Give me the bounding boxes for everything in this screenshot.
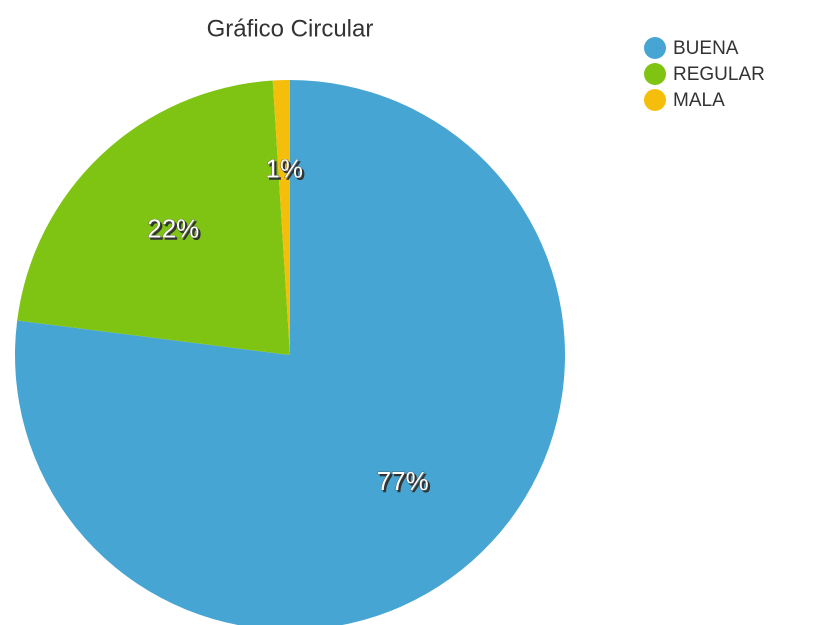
legend-marker bbox=[644, 37, 666, 59]
legend-marker bbox=[644, 89, 666, 111]
legend-label: MALA bbox=[673, 90, 725, 111]
legend-marker bbox=[644, 63, 666, 85]
data-label: 22% bbox=[147, 214, 199, 244]
legend-label: BUENA bbox=[673, 38, 739, 59]
legend-label: REGULAR bbox=[673, 64, 765, 85]
chart-title: Gráfico Circular bbox=[207, 15, 374, 42]
data-label: 1% bbox=[265, 154, 303, 184]
pie-slice bbox=[17, 80, 290, 355]
pie-slice bbox=[15, 80, 565, 625]
data-label: 77% bbox=[377, 466, 429, 496]
pie-slice bbox=[272, 80, 290, 355]
